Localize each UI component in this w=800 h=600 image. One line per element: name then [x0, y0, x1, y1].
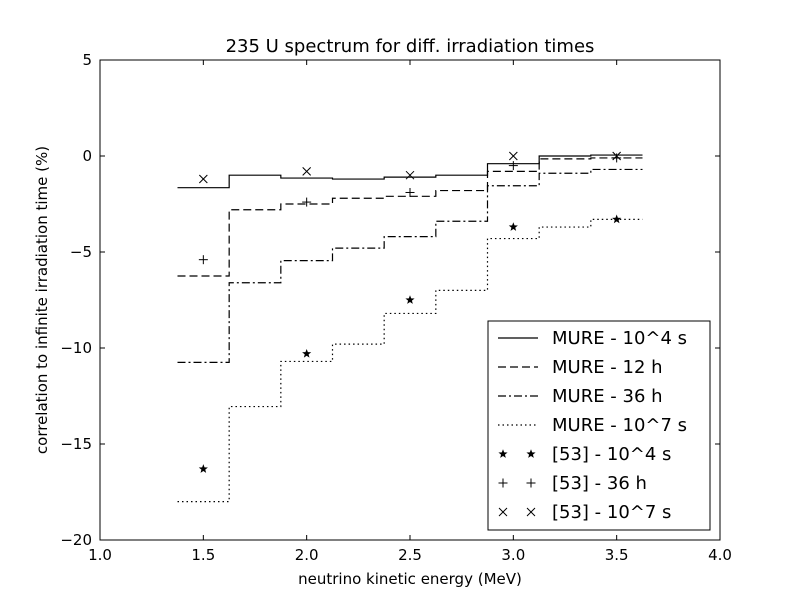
x-tick-label: 4.0 [708, 546, 732, 564]
legend-label: [53] - 36 h [552, 473, 647, 494]
legend-swatch-marker [498, 449, 508, 458]
y-axis-label: correlation to infinite irradiation time… [33, 146, 51, 454]
data-point-star [405, 295, 415, 304]
series-line-3 [177, 168, 643, 363]
legend-label: MURE - 36 h [552, 386, 663, 407]
data-point-star [612, 214, 622, 224]
data-point-plus [612, 153, 622, 163]
y-tick-label: −5 [70, 243, 92, 261]
y-tick-label: −20 [60, 531, 92, 549]
data-point-x [198, 174, 208, 184]
axis-ticks: 1.0 1.5 2.0 2.5 3.0 3.5 4.0 −20 −15 −10 −5 0 5 [60, 51, 732, 564]
legend-label: [53] - 10^4 s [552, 444, 671, 465]
y-tick-label: 5 [82, 51, 92, 69]
series-line-4 [177, 218, 643, 503]
y-tick-label: 0 [82, 147, 92, 165]
legend-swatch-marker [498, 478, 508, 488]
legend-label: MURE - 12 h [552, 357, 663, 378]
legend-swatch-marker [498, 507, 508, 517]
data-point-x [405, 170, 415, 180]
plot-frame [99, 59, 721, 541]
chart-title: 235 U spectrum for diff. irradiation tim… [226, 36, 595, 57]
data-point-x [508, 151, 518, 161]
data-point-plus [198, 255, 208, 265]
data-point-plus [302, 197, 312, 207]
x-tick-label: 2.0 [295, 546, 319, 564]
x-tick-label: 2.5 [398, 546, 422, 564]
data-point-plus [405, 187, 415, 197]
legend-swatch-marker [526, 449, 536, 458]
x-tick-label: 3.5 [605, 546, 629, 564]
legend-swatch-marker [526, 478, 536, 488]
data-point-star [198, 464, 208, 473]
legend-label: [53] - 10^7 s [552, 502, 671, 523]
x-tick-label: 3.0 [501, 546, 525, 564]
data-point-star [302, 348, 312, 358]
legend: MURE - 10^4 s MURE - 12 h MURE - 36 h MURE … [487, 320, 711, 531]
legend-swatch-marker [526, 507, 536, 517]
x-tick-label: 1.5 [191, 546, 215, 564]
y-tick-label: −15 [60, 435, 92, 453]
data-point-x [612, 151, 622, 161]
data-point-x [302, 167, 312, 176]
legend-label: MURE - 10^7 s [552, 415, 687, 436]
data-point-star [508, 222, 518, 231]
plot-area [177, 151, 643, 503]
data-point-plus [508, 161, 518, 171]
series-line-1 [177, 154, 643, 189]
legend-label: MURE - 10^4 s [552, 328, 687, 349]
x-axis-label: neutrino kinetic energy (MeV) [298, 570, 522, 588]
x-tick-label: 1.0 [88, 546, 112, 564]
y-tick-label: −10 [60, 339, 92, 357]
